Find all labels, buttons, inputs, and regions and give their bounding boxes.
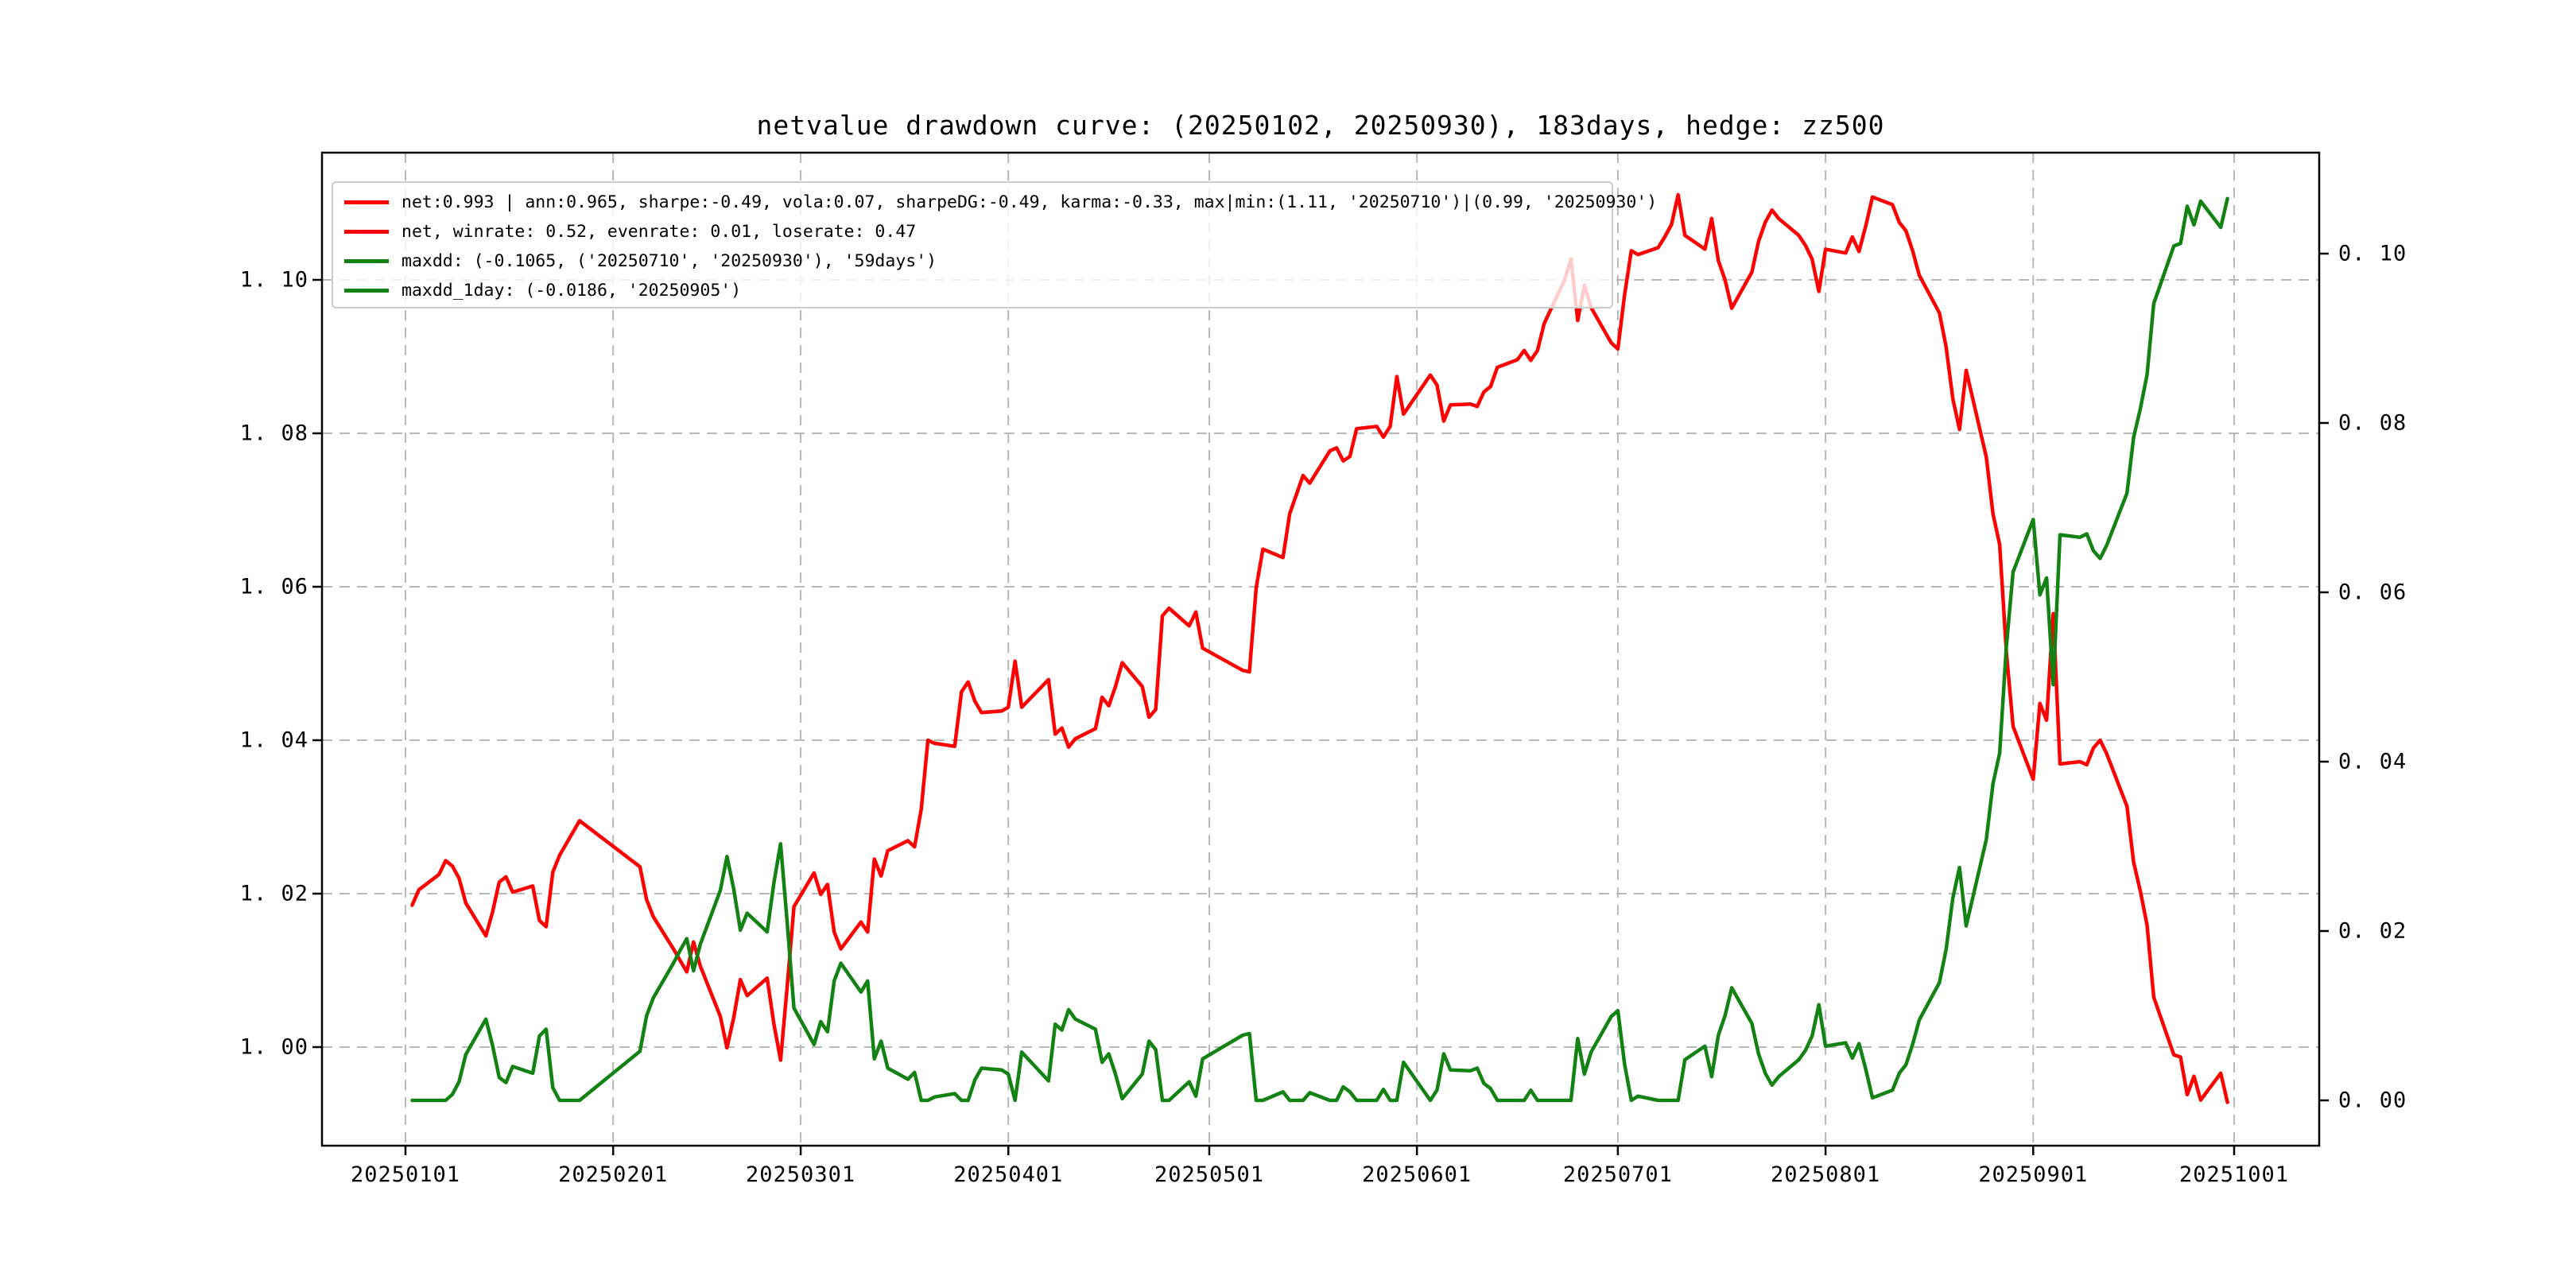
- x-tick-label: 20250101: [350, 1162, 461, 1187]
- series-lines: [410, 192, 2229, 1104]
- x-tick-label: 20250301: [746, 1162, 856, 1187]
- x-tick-label: 20250401: [953, 1162, 1064, 1187]
- legend-item: net, winrate: 0.52, evenrate: 0.01, lose…: [344, 217, 1612, 246]
- legend-label: maxdd_1day: (-0.0186, '20250905'): [402, 281, 742, 301]
- legend-label: maxdd: (-0.1065, ('20250710', '20250930'…: [402, 251, 937, 271]
- x-tick-label: 20250801: [1771, 1162, 1881, 1187]
- chart-title: netvalue drawdown curve: (20250102, 2025…: [756, 110, 1885, 141]
- drawdown-line-swatch-icon: [344, 259, 389, 263]
- net-line: [410, 192, 2229, 1104]
- legend-item: net:0.993 | ann:0.965, sharpe:-0.49, vol…: [344, 188, 1657, 217]
- y-left-tick-label: 1. 10: [239, 267, 308, 293]
- x-tick-label: 20250501: [1154, 1162, 1265, 1187]
- y-right-tick-label: 0. 06: [2338, 580, 2407, 605]
- legend-item: maxdd: (-0.1065, ('20250710', '20250930'…: [344, 246, 1612, 276]
- legend-label: net, winrate: 0.52, evenrate: 0.01, lose…: [402, 222, 917, 242]
- y-right-tick-label: 0. 08: [2338, 410, 2407, 436]
- tick-marks: [312, 252, 2329, 1155]
- y-right-tick-label: 0. 04: [2338, 749, 2407, 774]
- y-right-tick-label: 0. 02: [2338, 918, 2407, 944]
- y-left-tick-label: 1. 08: [239, 421, 308, 446]
- legend: net:0.993 | ann:0.965, sharpe:-0.49, vol…: [332, 181, 1657, 308]
- legend-item: maxdd_1day: (-0.0186, '20250905'): [344, 276, 1612, 305]
- y-left-tick-label: 1. 04: [239, 727, 308, 753]
- net-line-swatch-icon: [344, 230, 389, 234]
- drawdown-line: [410, 196, 2229, 1103]
- plot-border: [320, 151, 2321, 1147]
- y-right-tick-label: 0. 00: [2338, 1088, 2407, 1113]
- y-left-tick-label: 1. 06: [239, 574, 308, 599]
- drawdown-line-swatch-icon: [344, 289, 389, 293]
- x-tick-label: 20251001: [2178, 1162, 2290, 1187]
- legend-label: net:0.993 | ann:0.965, sharpe:-0.49, vol…: [402, 192, 1658, 212]
- x-tick-label: 20250701: [1562, 1162, 1673, 1187]
- x-tick-label: 20250201: [558, 1162, 669, 1187]
- y-left-tick-label: 1. 00: [239, 1034, 308, 1060]
- y-left-tick-label: 1. 02: [239, 881, 308, 906]
- net-line-swatch-icon: [344, 200, 389, 204]
- x-tick-label: 20250901: [1978, 1162, 2089, 1187]
- y-right-tick-label: 0. 10: [2338, 241, 2407, 266]
- x-tick-label: 20250601: [1362, 1162, 1472, 1187]
